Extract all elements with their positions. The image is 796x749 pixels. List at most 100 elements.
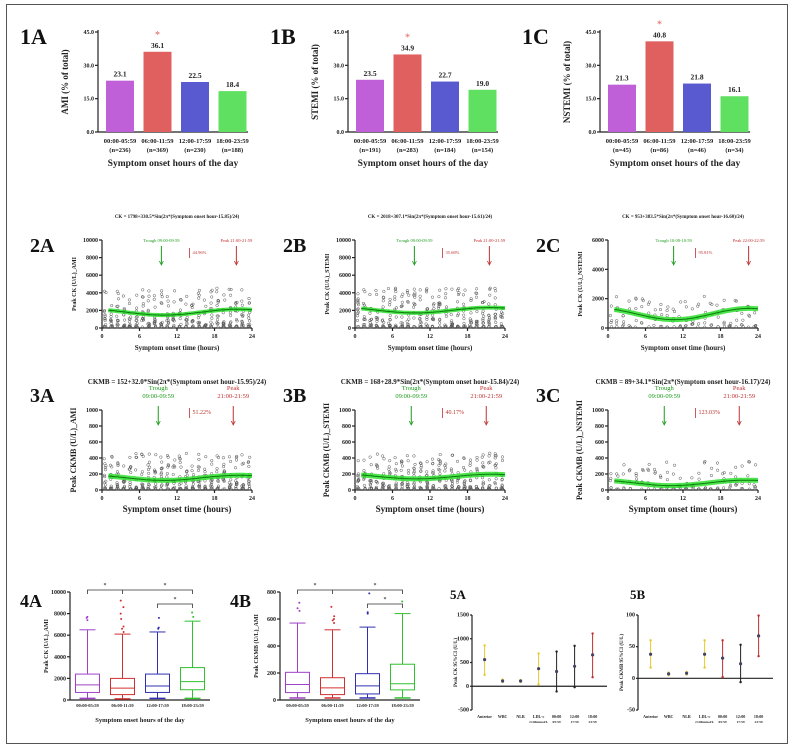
scatter-panel-2C: 2C CK = 953+383.5*Sin(2π*(Symptom onset h…: [536, 215, 765, 352]
data-point: [197, 293, 201, 297]
x-tick-label: 0: [354, 334, 357, 340]
data-point: [159, 455, 163, 459]
data-point: [210, 295, 214, 299]
panel-label: 3C: [536, 385, 560, 407]
data-point: [146, 463, 150, 467]
data-point: [185, 322, 189, 326]
data-point: [665, 308, 669, 313]
data-point: [500, 324, 504, 328]
data-point: [173, 289, 177, 293]
data-point: [399, 459, 404, 463]
data-point: [128, 324, 132, 328]
outlier: [401, 600, 404, 603]
data-point: [463, 479, 467, 483]
data-point: [382, 457, 386, 461]
trough-arrowhead: [159, 260, 164, 266]
data-point: [709, 323, 713, 327]
data-point: [747, 460, 751, 464]
data-point: [393, 297, 397, 301]
x-tick-label: 00:00: [552, 714, 561, 719]
data-point: [166, 299, 170, 303]
data-point: [173, 458, 177, 462]
data-point: [633, 325, 637, 329]
data-point: [406, 300, 410, 304]
data-point: [247, 479, 251, 483]
data-point: [702, 461, 706, 465]
data-point: [475, 455, 479, 459]
data-point: [234, 486, 238, 490]
data-point: [222, 320, 226, 324]
data-point: [405, 481, 409, 485]
data-point: [381, 305, 385, 309]
data-point: [653, 308, 657, 312]
data-point: [381, 299, 385, 303]
data-point: [134, 455, 138, 459]
data-point: [450, 319, 454, 323]
y-axis-label: Peak CK (U/L)_AMI: [71, 256, 78, 311]
data-point: [418, 288, 422, 292]
data-point: [665, 314, 669, 318]
data-point: [722, 471, 726, 475]
data-point: [709, 487, 713, 491]
data-point: [469, 479, 473, 483]
data-point: [444, 462, 448, 466]
ci-lower: [757, 654, 760, 658]
panel-label: 2C: [536, 235, 560, 257]
data-point: [368, 311, 372, 315]
data-point: [198, 325, 202, 329]
data-point: [481, 482, 485, 486]
bar-value-label: 23.1: [113, 70, 126, 79]
fit-line: [361, 306, 506, 314]
data-point: [463, 324, 467, 328]
data-point: [614, 295, 619, 299]
data-point: [481, 324, 485, 329]
x-tick-label: 24: [249, 334, 255, 340]
data-point: [622, 486, 626, 490]
data-point: [110, 486, 114, 490]
data-point: [386, 287, 391, 291]
data-point: [393, 456, 397, 460]
trough-arrowhead: [671, 260, 676, 266]
data-point: [355, 314, 360, 318]
data-point: [462, 456, 466, 460]
data-point: [184, 451, 188, 455]
x-tick-label: 18: [212, 496, 218, 502]
data-point: [665, 460, 669, 464]
iqr-box: [145, 673, 170, 693]
y-tick-label: 800: [595, 424, 604, 430]
data-point: [115, 322, 119, 326]
data-point: [153, 469, 157, 473]
data-point: [430, 313, 435, 317]
y-tick-label: 6000: [54, 633, 66, 639]
data-point: [691, 487, 695, 491]
data-point: [455, 314, 460, 318]
data-point: [171, 325, 176, 329]
data-point: [103, 487, 107, 491]
increase-pct: 35.68%: [446, 250, 460, 255]
data-point: [696, 304, 700, 308]
data-point: [432, 306, 436, 311]
point-estimate: [519, 679, 523, 683]
data-point: [678, 325, 682, 329]
data-point: [233, 466, 238, 470]
data-point: [196, 465, 200, 469]
data-point: [393, 287, 397, 291]
y-tick-label: 6000: [339, 273, 351, 279]
data-point: [179, 322, 183, 326]
data-point: [123, 318, 127, 322]
data-point: [202, 298, 206, 302]
bar-value-label: 21.3: [615, 74, 628, 83]
data-point: [228, 293, 233, 297]
data-point: [487, 319, 491, 323]
data-point: [375, 317, 379, 321]
data-point: [135, 325, 139, 329]
bar: [683, 83, 711, 132]
data-point: [362, 458, 366, 462]
data-point: [683, 300, 687, 304]
data-point: [500, 455, 504, 459]
x-tick-label: 00:00-05:59: [606, 138, 639, 145]
data-point: [198, 483, 202, 487]
y-axis-label: Peak CK (U/L)_NSTEMI: [577, 251, 584, 317]
data-point: [679, 300, 683, 304]
data-point: [172, 323, 176, 327]
